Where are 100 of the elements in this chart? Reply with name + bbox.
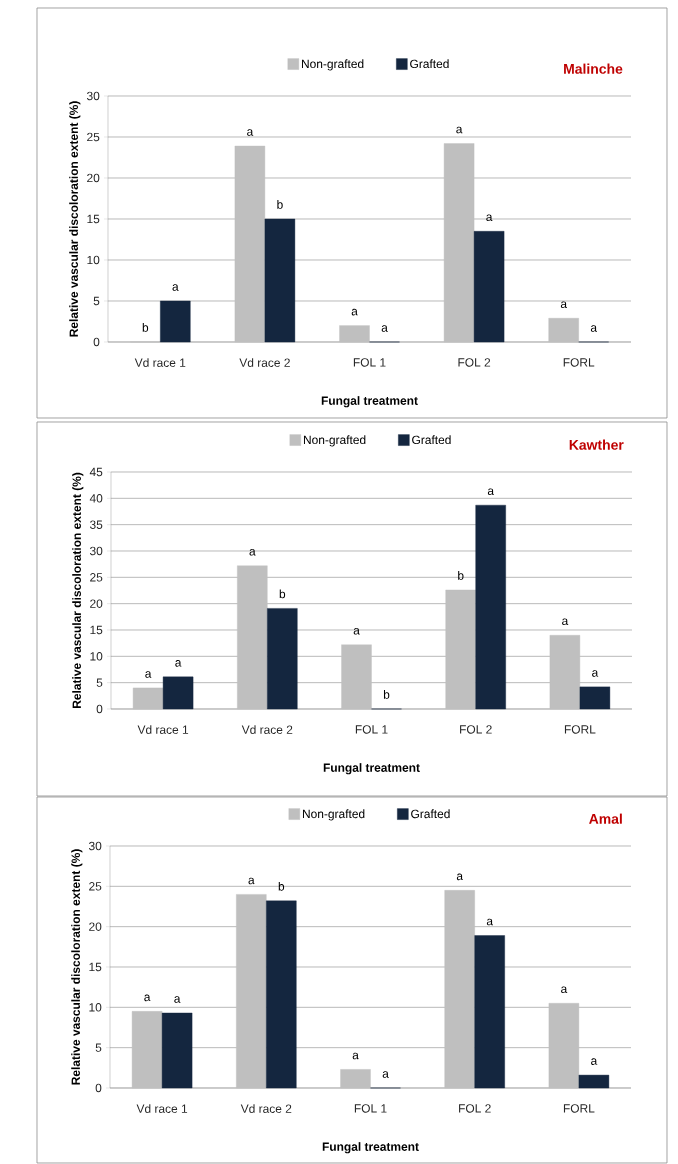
bar (340, 1069, 371, 1089)
data-label: a (381, 325, 388, 332)
data-label: a (486, 918, 494, 926)
data-label: a (174, 996, 181, 1003)
legend-label: Non-grafted (302, 809, 365, 821)
bar (579, 686, 611, 710)
y-tick-label: 10 (90, 652, 103, 661)
x-tick-label: FOL 2 (458, 358, 491, 367)
y-tick-label: 15 (89, 962, 102, 972)
bar (339, 325, 370, 343)
y-tick-label: 15 (90, 625, 103, 635)
x-tick-label: FORL (563, 358, 595, 367)
bar (548, 318, 579, 343)
data-label: a (352, 1052, 359, 1060)
bar (160, 300, 191, 343)
x-tick-label: FOL 1 (354, 1104, 387, 1113)
data-label: a (486, 214, 493, 222)
bar (132, 687, 164, 710)
x-tick-label: FOL 2 (459, 1104, 491, 1113)
bar (578, 1074, 610, 1089)
data-label: b (458, 571, 464, 580)
bar (266, 900, 297, 1089)
data-label: a (172, 284, 179, 291)
y-tick-label: 25 (90, 573, 103, 582)
bar (162, 676, 194, 710)
x-axis-title: Fungal treatment (321, 396, 418, 408)
data-label: b (142, 323, 149, 332)
legend-label: Grafted (410, 59, 449, 69)
data-label: a (456, 126, 463, 134)
x-axis-title: Fungal treatment (322, 1142, 419, 1154)
data-label: a (175, 660, 182, 667)
x-tick-label: Vd race 1 (136, 1104, 188, 1113)
bar (473, 231, 505, 343)
data-label: a (144, 994, 151, 1002)
data-label: a (249, 549, 256, 556)
bar (548, 1003, 580, 1089)
x-tick-label: FOL 1 (355, 725, 388, 734)
data-label: a (351, 308, 358, 316)
data-label: a (353, 628, 360, 635)
chart-title: Kawther (569, 439, 624, 450)
bar (445, 589, 476, 710)
data-label: a (382, 1071, 389, 1078)
data-label: a (562, 618, 569, 626)
x-tick-label: Vd race 1 (134, 358, 186, 367)
bar (474, 935, 505, 1089)
y-tick-label: 15 (87, 214, 100, 224)
bar (237, 565, 268, 710)
y-axis-title: Relative vascular discoloration extent (%) (71, 849, 83, 1085)
bar (549, 635, 581, 710)
y-tick-label: 30 (88, 841, 102, 851)
bar (264, 218, 296, 343)
bar (236, 894, 267, 1089)
y-axis-title: Relative vascular discoloration extent (%) (72, 472, 84, 708)
legend-label: Grafted (412, 435, 451, 445)
bar (475, 504, 506, 710)
y-tick-label: 5 (96, 678, 103, 687)
data-label: a (560, 301, 568, 309)
x-tick-label: FOL 2 (460, 725, 492, 734)
y-axis-title: Relative vascular discoloration extent (%) (69, 101, 81, 337)
y-tick-label: 25 (89, 882, 102, 891)
y-tick-label: 20 (87, 173, 100, 183)
data-label: b (383, 690, 390, 699)
chart-title: Malinche (564, 63, 623, 74)
data-label: a (591, 1058, 598, 1065)
y-tick-label: 30 (89, 546, 103, 556)
legend-label: Grafted (411, 809, 450, 819)
data-label: b (278, 881, 285, 891)
x-tick-label: Vd race 1 (137, 725, 189, 734)
y-tick-label: 5 (93, 296, 100, 306)
y-tick-label: 10 (89, 1003, 102, 1012)
x-tick-label: FORL (563, 1104, 595, 1113)
data-label: a (456, 873, 464, 881)
data-label: a (145, 671, 152, 678)
y-tick-label: 10 (87, 255, 100, 265)
bar (267, 608, 298, 710)
x-tick-label: FOL 1 (353, 358, 386, 367)
y-tick-label: 0 (95, 1083, 102, 1093)
bar (234, 145, 266, 343)
y-tick-label: 0 (96, 704, 103, 714)
data-label: b (277, 200, 283, 209)
x-tick-label: Vd race 2 (239, 358, 290, 367)
y-tick-label: 20 (90, 599, 103, 608)
bar (444, 890, 475, 1089)
legend-label: Non-grafted (301, 59, 364, 71)
chart-title: Amal (589, 813, 622, 824)
legend-label: Non-grafted (303, 435, 366, 447)
data-label: b (279, 589, 286, 599)
y-tick-label: 45 (89, 467, 103, 477)
y-tick-label: 0 (93, 337, 100, 347)
y-tick-label: 5 (95, 1043, 102, 1052)
y-tick-label: 30 (86, 91, 100, 101)
y-tick-label: 40 (89, 494, 103, 503)
bar (443, 143, 475, 343)
x-tick-label: Vd race 2 (240, 1104, 292, 1113)
data-label: a (592, 670, 599, 677)
y-tick-label: 35 (89, 520, 103, 529)
bar (341, 644, 372, 710)
data-label: a (248, 877, 255, 885)
x-tick-label: FORL (564, 725, 596, 734)
data-label: a (561, 986, 568, 994)
